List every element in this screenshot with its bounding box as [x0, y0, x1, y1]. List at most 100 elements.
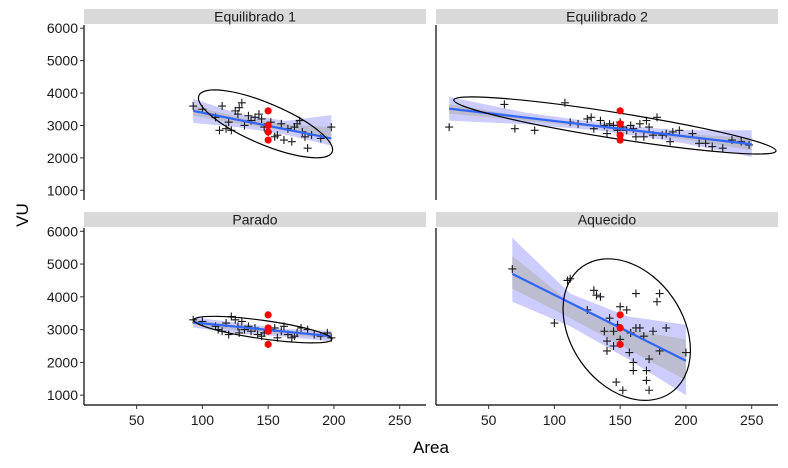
data-point [662, 323, 671, 332]
data-ellipse [453, 96, 777, 155]
data-point [327, 123, 336, 132]
data-point [635, 119, 644, 128]
panel-0: Equilibrado 1 1000 2000 3000 4000 5000 6000 [47, 9, 426, 200]
plot-area [508, 237, 692, 401]
facet-strip [436, 212, 778, 227]
highlight-point [616, 131, 624, 139]
data-point [445, 123, 454, 132]
data-point [508, 264, 517, 273]
x-tick-label: 50 [481, 412, 497, 428]
data-point [642, 376, 651, 385]
data-point [277, 119, 286, 128]
highlight-point [264, 340, 272, 348]
data-point [587, 113, 596, 122]
y-tick-label: 3000 [47, 117, 78, 133]
plot-area [189, 311, 336, 348]
x-axis-title: Area [413, 438, 449, 457]
data-point [603, 129, 611, 138]
data-point [583, 114, 592, 123]
highlight-point [616, 324, 624, 332]
data-point [596, 292, 605, 301]
y-tick-label: 4000 [47, 85, 78, 101]
data-point [655, 289, 664, 298]
panel-3: Aquecido 50 100 150 200 250 [435, 212, 778, 428]
highlight-point [264, 128, 272, 136]
y-tick-label: 6000 [47, 20, 78, 36]
data-point [257, 114, 266, 123]
facet-label: Aquecido [578, 212, 637, 228]
data-point [215, 126, 224, 135]
y-tick-label: 4000 [47, 289, 78, 305]
data-point [708, 142, 717, 151]
x-tick-label: 250 [388, 412, 412, 428]
data-point [645, 386, 654, 395]
highlight-point [264, 311, 272, 319]
x-tick-label: 150 [608, 412, 632, 428]
data-point [635, 323, 644, 332]
data-point [718, 144, 727, 153]
fit-line [193, 321, 332, 338]
data-point [510, 124, 519, 133]
data-point [629, 358, 638, 367]
data-point [629, 366, 638, 375]
highlight-point [264, 324, 272, 332]
highlight-point [264, 121, 272, 130]
data-point [530, 126, 539, 135]
data-point [605, 314, 614, 323]
data-point [616, 302, 625, 311]
y-tick-label: 2000 [47, 354, 78, 370]
data-point [237, 98, 246, 107]
data-point [279, 136, 288, 145]
y-tick-label: 1000 [47, 387, 78, 403]
x-tick-label: 100 [191, 412, 215, 428]
y-tick-label: 5000 [47, 256, 78, 272]
data-point [596, 116, 605, 125]
fit-line [449, 107, 752, 146]
plot-area [445, 96, 777, 157]
data-ellipse [197, 89, 334, 159]
highlight-point [264, 136, 272, 144]
x-tick-label: 150 [256, 412, 280, 428]
data-point [273, 131, 282, 140]
data-point [642, 366, 651, 375]
data-point [592, 291, 601, 300]
data-point [303, 144, 312, 153]
fit-line [192, 109, 332, 140]
data-point [233, 110, 242, 119]
x-tick-label: 100 [543, 412, 567, 428]
data-point [603, 337, 611, 346]
data-point [251, 113, 259, 122]
highlight-point [616, 107, 624, 115]
x-tick-label: 200 [674, 412, 698, 428]
facet-strip [84, 9, 426, 24]
data-ellipse [193, 315, 333, 344]
y-tick-label: 6000 [47, 223, 78, 239]
highlight-point [264, 107, 272, 115]
data-point [609, 327, 618, 336]
data-point [550, 319, 559, 328]
fit-line [511, 272, 687, 362]
data-point [224, 330, 233, 339]
data-point [658, 131, 667, 140]
data-point [618, 386, 627, 395]
data-point [600, 327, 609, 336]
facet-strip [436, 9, 778, 24]
y-tick-label: 3000 [47, 322, 78, 338]
facet-strip [84, 212, 426, 227]
data-point [235, 103, 244, 112]
data-point [609, 342, 618, 350]
data-point [287, 137, 296, 146]
data-point [652, 113, 661, 122]
data-point [189, 102, 198, 111]
panel-2: Parado 1000 2000 3000 4000 5000 6000 50 100 150 20… [47, 212, 426, 428]
highlight-point [616, 340, 624, 348]
y-tick-label: 1000 [47, 182, 78, 198]
facet-label: Equilibrado 1 [214, 9, 296, 25]
confidence-band [193, 106, 332, 137]
data-point [218, 102, 227, 111]
y-tick-label: 5000 [47, 53, 78, 69]
data-point [622, 305, 631, 314]
data-point [603, 346, 611, 355]
x-tick-label: 50 [129, 412, 145, 428]
